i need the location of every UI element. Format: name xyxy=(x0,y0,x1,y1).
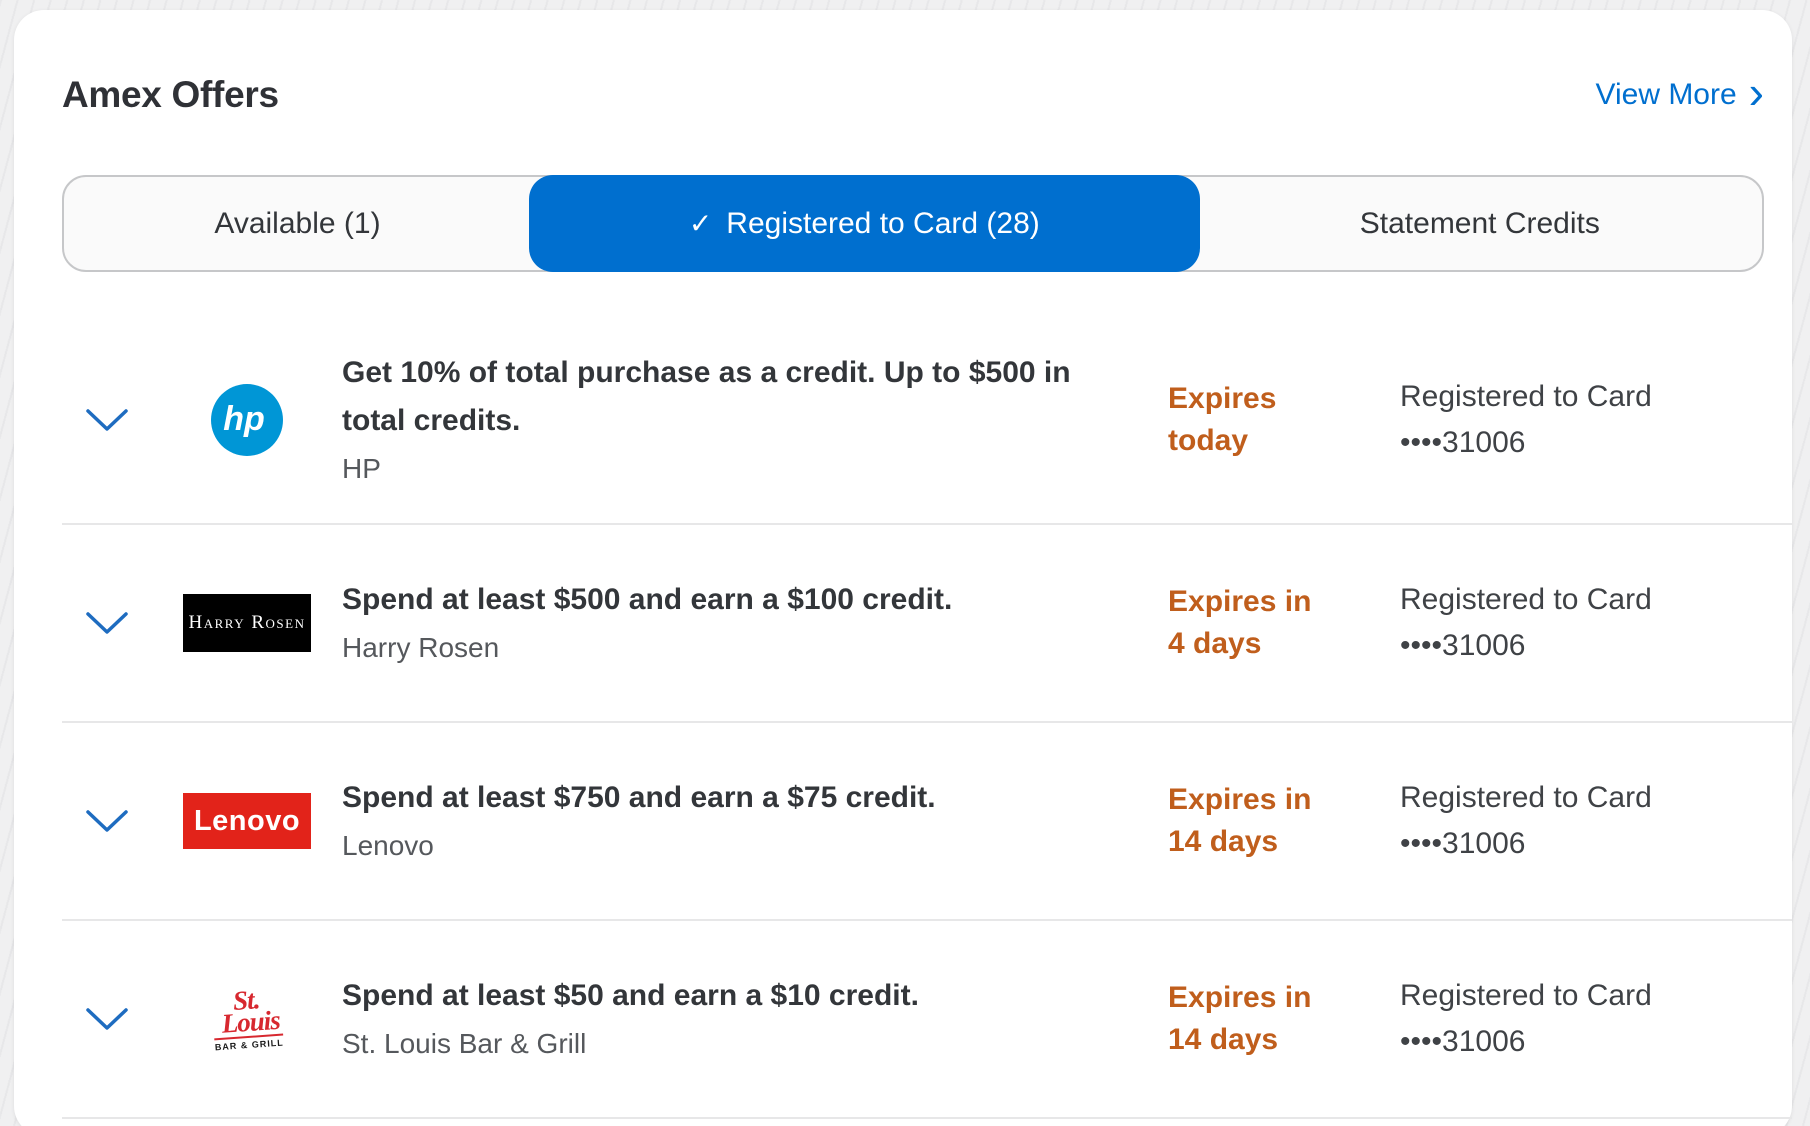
view-more-link[interactable]: View More › xyxy=(1595,66,1765,118)
chevron-down-icon xyxy=(86,810,128,832)
hp-logo: hp xyxy=(211,383,283,456)
page-title: Amex Offers xyxy=(62,74,279,115)
chevron-down-icon xyxy=(86,1008,128,1030)
registration-card-number: ••••31006 xyxy=(1400,425,1526,459)
chevron-right-icon: › xyxy=(1748,66,1764,118)
offer-merchant-name: HP xyxy=(342,452,381,484)
expiry-line-2: today xyxy=(1168,423,1249,457)
harry-rosen-logo: Harry Rosen xyxy=(183,594,311,652)
offer-title: Get 10% of total purchase as a credit. U… xyxy=(342,355,1071,437)
registration-status-label: Registered to Card xyxy=(1400,979,1652,1012)
tab-registered-label: Registered to Card (28) xyxy=(726,206,1040,240)
registration-card-number: ••••31006 xyxy=(1400,827,1526,860)
offer-row-st-louis: St. Louis BAR & GRILL Spend at least $50… xyxy=(62,921,1792,1119)
st-louis-logo-line-2: Louis xyxy=(220,1004,281,1039)
offer-registration-status: Registered to Card ••••31006 xyxy=(1400,577,1792,669)
expand-offer-button[interactable] xyxy=(77,997,137,1041)
card-header: Amex Offers View More › xyxy=(14,10,1792,116)
chevron-down-icon xyxy=(86,408,128,431)
expand-offer-button[interactable] xyxy=(77,398,137,442)
offer-registration-status: Registered to Card ••••31006 xyxy=(1400,775,1792,867)
offer-expiry: Expires today xyxy=(1168,378,1400,462)
offer-expiry: Expires in 14 days xyxy=(1168,779,1400,863)
offer-merchant-name: Lenovo xyxy=(342,830,434,861)
expiry-line-2: 14 days xyxy=(1168,825,1279,858)
lenovo-logo: Lenovo xyxy=(183,793,311,849)
offer-merchant-name: St. Louis Bar & Grill xyxy=(342,1028,587,1059)
tab-registered-to-card[interactable]: ✓ Registered to Card (28) xyxy=(528,175,1200,272)
merchant-logo-cell: St. Louis BAR & GRILL xyxy=(152,984,342,1052)
offer-registration-status: Registered to Card ••••31006 xyxy=(1400,374,1792,466)
view-more-label: View More xyxy=(1595,78,1737,111)
offer-row-lenovo: Lenovo Spend at least $750 and earn a $7… xyxy=(62,723,1792,921)
expiry-line-1: Expires in xyxy=(1168,981,1312,1014)
offer-merchant-name: Harry Rosen xyxy=(342,632,500,663)
tab-available-label: Available (1) xyxy=(214,206,381,240)
offer-registration-status: Registered to Card ••••31006 xyxy=(1400,973,1792,1065)
offers-list: hp Get 10% of total purchase as a credit… xyxy=(14,316,1792,1119)
offer-row-harry-rosen: Harry Rosen Spend at least $500 and earn… xyxy=(62,525,1792,723)
merchant-logo-cell: Harry Rosen xyxy=(152,594,342,652)
tab-statement-label: Statement Credits xyxy=(1359,206,1600,240)
offer-title: Spend at least $500 and earn a $100 cred… xyxy=(342,583,953,616)
merchant-logo-cell: Lenovo xyxy=(152,793,342,849)
expiry-line-1: Expires in xyxy=(1168,585,1312,618)
registration-status-label: Registered to Card xyxy=(1400,781,1652,814)
check-icon: ✓ xyxy=(688,208,713,239)
offer-title-cell: Get 10% of total purchase as a credit. U… xyxy=(342,349,1168,491)
registration-status-label: Registered to Card xyxy=(1400,583,1652,616)
expand-offer-button[interactable] xyxy=(77,601,137,645)
offer-title: Spend at least $750 and earn a $75 credi… xyxy=(342,781,936,814)
offer-title-cell: Spend at least $750 and earn a $75 credi… xyxy=(342,774,1168,868)
expiry-line-2: 14 days xyxy=(1168,1023,1279,1056)
tab-statement-credits[interactable]: Statement Credits xyxy=(1198,177,1762,270)
st-louis-bar-grill-logo: St. Louis BAR & GRILL xyxy=(210,984,284,1052)
offer-title-cell: Spend at least $50 and earn a $10 credit… xyxy=(342,972,1168,1066)
expiry-line-1: Expires in xyxy=(1168,783,1312,816)
registration-card-number: ••••31006 xyxy=(1400,629,1526,662)
offer-expiry: Expires in 4 days xyxy=(1168,581,1400,665)
registration-card-number: ••••31006 xyxy=(1400,1025,1526,1058)
amex-offers-card: Amex Offers View More › Available (1) ✓ … xyxy=(14,10,1792,1126)
chevron-down-icon xyxy=(86,612,128,634)
merchant-logo-cell: hp xyxy=(152,383,342,456)
offer-title-cell: Spend at least $500 and earn a $100 cred… xyxy=(342,576,1168,670)
tab-available[interactable]: Available (1) xyxy=(64,177,531,270)
expand-offer-button[interactable] xyxy=(77,799,137,843)
offer-expiry: Expires in 14 days xyxy=(1168,977,1400,1061)
offer-title: Spend at least $50 and earn a $10 credit… xyxy=(342,979,919,1012)
offer-row-hp: hp Get 10% of total purchase as a credit… xyxy=(62,316,1792,525)
expiry-line-2: 4 days xyxy=(1168,627,1262,660)
offers-tab-bar: Available (1) ✓ Registered to Card (28) … xyxy=(62,175,1764,272)
registration-status-label: Registered to Card xyxy=(1400,379,1652,413)
expiry-line-1: Expires xyxy=(1168,381,1277,415)
